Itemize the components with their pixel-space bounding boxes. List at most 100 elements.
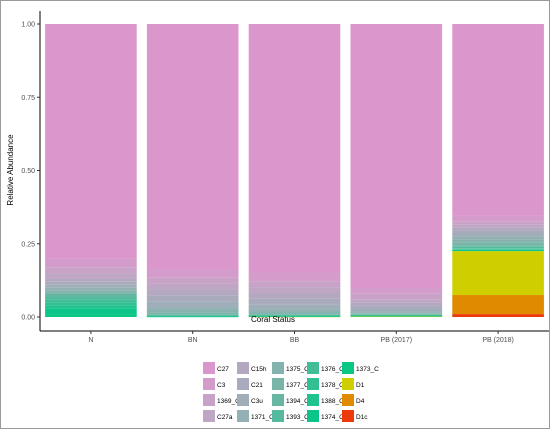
legend-item-c3: C3 [203,378,226,390]
legend-label: 1394_C [286,398,309,405]
bar-segment-pb-2017-d1 [350,316,443,317]
legend-swatch [342,394,354,406]
bar-segment-pb-2018-c3u [452,233,544,237]
legend-swatch [203,378,215,390]
legend-swatch [237,410,249,422]
bar-segment-bn-1375-c [146,309,239,313]
x-tick-label: PB (2017) [381,337,413,344]
legend-swatch [307,410,319,422]
bar-segment-pb-2018-1378-c [452,248,544,250]
bar-segment-n-1376-c [45,299,137,303]
bar-segment-pb-2017-c3 [350,287,443,294]
bar-segment-pb-2018-d1 [452,251,544,296]
bar-segment-n-1374-c [45,308,137,315]
bar-segment-n-c27 [45,24,137,259]
legend-label: C21 [251,382,263,389]
bar-segment-bb-1377-c [248,313,341,315]
bar-segment-bb-1373-c [248,316,341,317]
legend-item-d1: D1 [342,378,365,390]
legend-swatch [272,362,284,374]
bar-segment-pb-2017-1388-c [350,315,443,317]
bar-segment-n-1393-c [45,296,137,300]
bar-segment-pb-2017-1376-c [350,314,443,316]
bar-n [45,24,137,317]
y-axis-title: Relative Abundance [6,134,15,206]
legend-label: 1373_C [356,366,379,373]
bar-segment-pb-2018-1369-c [452,221,544,225]
legend-item-1378-c: 1378_C [307,378,344,390]
legend-item-c27a: C27a [203,410,233,422]
bar-segment-bn-c15h [146,289,239,296]
legend-label: 1371_C [251,414,274,421]
legend-item-d4: D4 [342,394,365,406]
x-tick-label: N [88,337,93,344]
bar-segment-bb-1394-c [248,314,341,315]
bar-segment-n-1369-c [45,267,137,274]
legend-label: D4 [356,398,365,405]
legend-item-c3u: C3u [237,394,263,406]
legend-swatch [307,362,319,374]
bar-segment-bb-c27a [248,287,341,293]
bar-segment-pb-2017-c27a [350,299,443,303]
legend-swatch [203,410,215,422]
bar-segment-pb-2017-c3u [350,308,443,312]
bar-segment-pb-2017-1378-c [350,315,443,316]
legend-item-1377-c: 1377_C [272,378,309,390]
bar-segment-n-c27a [45,273,137,279]
bar-segment-pb-2018-1371-c [452,236,544,240]
y-tick-label: 0.75 [21,95,35,102]
bar-segment-pb-2017-1371-c [350,311,443,313]
bar-segment-bn-1393-c [146,314,239,316]
bar-segment-bb-c15h [248,292,341,299]
bar-segment-bn-1374-c [146,316,239,317]
bar-segment-pb-2018-1393-c [452,246,544,249]
legend-label: C15h [251,366,267,373]
legend-label: 1378_C [321,382,344,389]
legend-label: 1374_C [321,414,344,421]
legend-swatch [307,378,319,390]
bar-segment-bn-c3u [146,301,239,308]
bar-segment-bn-1388-c [146,316,239,317]
bar-segment-pb-2017-1375-c [350,312,443,314]
legend-label: 1377_C [286,382,309,389]
x-tick-label: BB [290,337,300,344]
bar-segment-bb-c27 [248,24,341,273]
legend-swatch [307,394,319,406]
y-tick-label: 0.25 [21,241,35,248]
bar-segment-bn-1378-c [146,315,239,317]
bar-segment-pb-2017-1394-c [350,314,443,315]
bar-segment-pb-2018-1377-c [452,242,544,246]
bar-segment-pb-2018-1374-c [452,249,544,251]
bar-segment-n-c21 [45,281,137,285]
bar-segment-pb-2018-d1c [452,314,544,317]
legend-swatch [272,394,284,406]
y-axis-ticks: 0.00 0.25 0.50 0.75 1.00 [21,22,40,322]
bar-segment-n-1373-c [45,314,137,317]
bar-segment-pb-2018-c21 [452,230,544,234]
bar-segment-pb-2017-c27 [350,24,443,288]
legend-item-1373-c: 1373_C [342,362,379,374]
bar-segment-n-1378-c [45,302,137,306]
bar-segment-pb-2018-c3 [452,215,544,222]
legend-item-1394-c: 1394_C [272,394,309,406]
bar-segment-pb-2018-c15h [452,227,544,231]
bar-segment-pb-2017-1374-c [350,315,443,317]
bar-segment-bn-1373-c [146,316,239,318]
legend-swatch [203,394,215,406]
bar-segment-n-1394-c [45,293,137,297]
bar-segment-n-c3 [45,258,137,268]
bar-segment-pb-2017-c15h [350,302,443,306]
bar-segment-bn-1371-c [146,307,239,310]
bar-segment-bb-c3u [248,304,341,310]
bar-segment-pb-2018-1373-c [452,250,544,252]
plot-area [45,24,544,318]
legend-item-1388-c: 1388_C [307,394,344,406]
y-tick-label: 1.00 [21,22,35,29]
legend-swatch [342,362,354,374]
x-axis-ticks: N BN BB PB (2017) PB (2018) [88,331,514,344]
legend-label: C3 [217,382,226,389]
bar-segment-pb-2018-1375-c [452,239,544,243]
bar-segment-bb-c21 [248,298,341,305]
legend-label: 1376_C [321,366,344,373]
legend-swatch [237,362,249,374]
